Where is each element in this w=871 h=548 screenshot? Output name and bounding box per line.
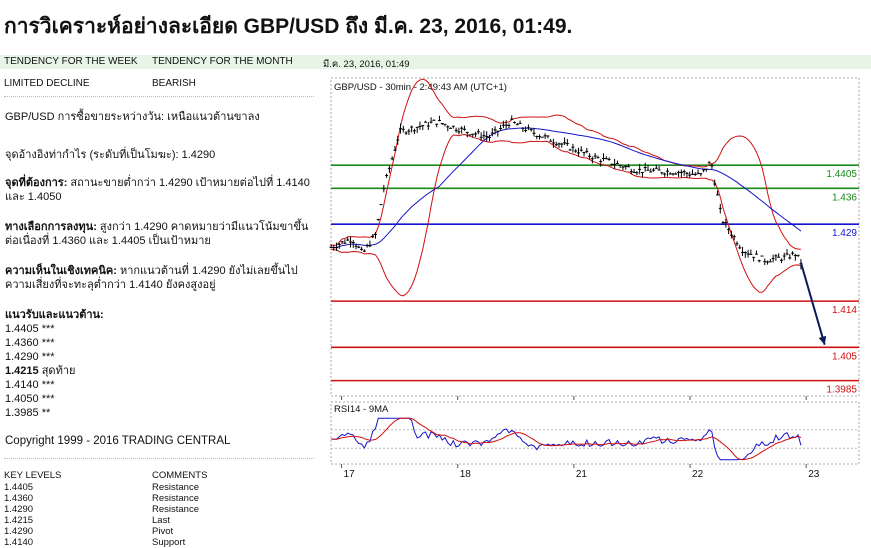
level-value: 1.4360 <box>5 337 39 349</box>
divider <box>4 458 314 459</box>
level-label: 1.429 <box>832 228 857 239</box>
level-item: 1.4405 *** <box>5 322 75 336</box>
x-tick-label: 17 <box>344 469 356 480</box>
forecast-arrow-head <box>818 335 827 345</box>
level-suffix: *** <box>38 323 55 335</box>
page-title: การวิเคราะห์อย่างละเอียด GBP/USD ถึง มี.… <box>4 15 573 38</box>
level-value: 1.4140 <box>5 379 39 391</box>
bollinger-upper <box>330 78 801 250</box>
moving-average-line <box>330 127 802 248</box>
key-level-comment: Resistance <box>152 493 199 504</box>
alt-label: ทางเลือกการลงทุน: <box>5 221 97 233</box>
level-item: 1.4140 *** <box>5 378 75 392</box>
level-label: 1.405 <box>832 351 857 362</box>
x-tick-label: 23 <box>808 469 820 480</box>
tendency-month-value: BEARISH <box>152 78 196 89</box>
rsi-ma-line <box>330 417 802 461</box>
target-label: จุดที่ต้องการ: <box>5 177 68 189</box>
level-suffix: สุดท้าย <box>38 365 76 377</box>
key-level-value: 1.4290 <box>4 504 34 515</box>
tech-text: หากแนวต้านที่ 1.4290 ยังไม่เลยขึ้นไป ควา… <box>5 265 298 291</box>
sr-title: แนวรับและแนวต้าน: <box>5 309 104 321</box>
level-item: 1.4050 *** <box>5 392 75 406</box>
target-text: สถานะขายต่ำกว่า 1.4290 เป้าหมายต่อไปที่ … <box>5 177 310 203</box>
key-level-comment: Pivot <box>152 526 174 537</box>
level-suffix: *** <box>38 393 55 405</box>
level-suffix: ** <box>38 407 51 419</box>
tendency-week-value: LIMITED DECLINE <box>4 78 90 89</box>
key-level-value: 1.4215 <box>4 515 34 526</box>
level-label: 1.4405 <box>826 169 857 180</box>
level-value: 1.3985 <box>5 407 39 419</box>
level-item: 1.4360 *** <box>5 336 75 350</box>
key-level-value: 1.4140 <box>4 537 34 548</box>
pivot-line: จุดอ้างอิงท่ากำไร (ระดับที่เป็นโมฆะ): 1.… <box>5 149 216 161</box>
price-chart: GBP/USD - 30min - 2:49:43 AM (UTC+1) 1.44… <box>327 72 871 482</box>
comments-header: COMMENTS <box>152 470 208 481</box>
level-item: 1.4215 สุดท้าย <box>5 364 75 378</box>
level-item: 1.3985 ** <box>5 406 75 420</box>
rsi-title: RSI14 - 9MA <box>334 404 389 415</box>
tech-label: ความเห็นในเชิงเทคนิค: <box>5 265 117 277</box>
key-level-comment: Last <box>152 515 170 526</box>
key-levels-column: 1.4405 1.4360 1.4290 1.4215 1.4290 1.4140 <box>4 482 33 548</box>
pair-line: GBP/USD การซื้อขายระหว่างวัน: เหนือแนวต้… <box>5 111 260 123</box>
level-suffix: *** <box>38 379 55 391</box>
level-item: 1.4290 *** <box>5 350 75 364</box>
alt-paragraph: ทางเลือกการลงทุน: สูงกว่า 1.4290 คาดหมาย… <box>5 220 315 248</box>
target-paragraph: จุดที่ต้องการ: สถานะขายต่ำกว่า 1.4290 เป… <box>5 176 315 204</box>
copyright: Copyright 1999 - 2016 TRADING CENTRAL <box>5 435 231 447</box>
level-value: 1.4215 <box>5 365 39 377</box>
comments-column: Resistance Resistance Resistance Last Pivot S… <box>152 482 199 548</box>
levels-list: 1.4405 *** 1.4360 *** 1.4290 *** 1.4215 สุด… <box>5 322 75 420</box>
forecast-arrow-line <box>799 262 826 345</box>
level-value: 1.4050 <box>5 393 39 405</box>
tech-paragraph: ความเห็นในเชิงเทคนิค: หากแนวต้านที่ 1.42… <box>5 264 315 292</box>
level-label: 1.436 <box>832 192 857 203</box>
key-levels-header: KEY LEVELS <box>4 470 62 481</box>
x-tick-label: 22 <box>692 469 704 480</box>
key-level-value: 1.4360 <box>4 493 34 504</box>
key-level-value: 1.4405 <box>4 482 34 493</box>
alt-text: สูงกว่า 1.4290 คาดหมายว่ามีแนวโน้มขาขึ้น… <box>5 221 309 247</box>
level-value: 1.4405 <box>5 323 39 335</box>
key-level-comment: Support <box>152 537 186 548</box>
header-band <box>0 55 871 69</box>
divider <box>4 96 314 97</box>
x-tick-label: 21 <box>576 469 588 480</box>
level-suffix: *** <box>38 351 55 363</box>
level-value: 1.4290 <box>5 351 39 363</box>
tendency-month-label: TENDENCY FOR THE MONTH <box>152 56 293 67</box>
price-panel-frame <box>330 77 860 397</box>
level-suffix: *** <box>38 337 55 349</box>
level-label: 1.414 <box>832 305 857 316</box>
chart-title: GBP/USD - 30min - 2:49:43 AM (UTC+1) <box>334 82 507 93</box>
chart-svg: GBP/USD - 30min - 2:49:43 AM (UTC+1) 1.44… <box>329 77 860 480</box>
key-level-comment: Resistance <box>152 504 199 515</box>
level-label: 1.3985 <box>826 385 857 396</box>
rsi-line <box>330 417 802 461</box>
bollinger-lower <box>330 133 802 297</box>
x-tick-label: 18 <box>460 469 472 480</box>
key-level-comment: Resistance <box>152 482 199 493</box>
chart-date: มี.ค. 23, 2016, 01:49 <box>323 59 410 70</box>
rsi-panel-frame <box>330 401 860 465</box>
tendency-week-label: TENDENCY FOR THE WEEK <box>4 56 138 67</box>
key-level-value: 1.4290 <box>4 526 34 537</box>
